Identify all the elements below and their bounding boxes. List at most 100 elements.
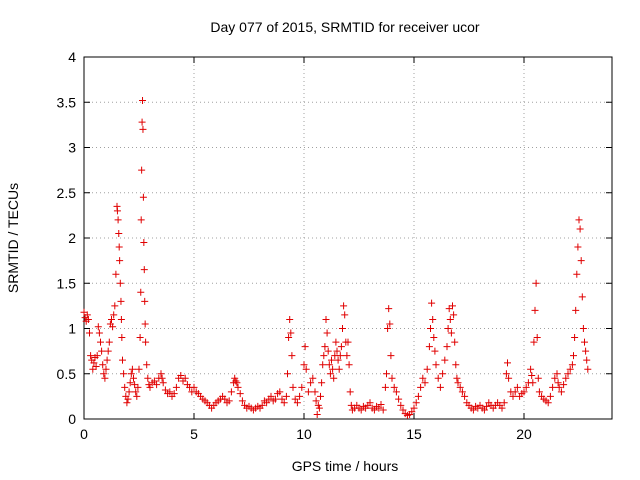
data-point bbox=[113, 207, 121, 215]
data-point bbox=[549, 383, 557, 391]
data-point bbox=[505, 374, 513, 382]
data-point bbox=[159, 379, 167, 387]
data-point bbox=[553, 370, 561, 378]
data-point bbox=[337, 343, 345, 351]
data-point bbox=[309, 374, 317, 382]
data-point bbox=[133, 392, 141, 400]
data-point bbox=[387, 352, 395, 360]
data-point bbox=[450, 311, 458, 319]
data-point bbox=[300, 361, 308, 369]
data-point bbox=[108, 315, 115, 323]
data-point bbox=[321, 343, 329, 351]
data-point bbox=[429, 315, 437, 323]
data-point bbox=[388, 374, 396, 382]
data-point bbox=[535, 388, 543, 396]
data-point bbox=[166, 388, 174, 396]
data-point bbox=[336, 352, 344, 360]
data-point bbox=[304, 388, 312, 396]
data-point bbox=[101, 374, 109, 382]
data-point bbox=[83, 311, 91, 319]
data-point bbox=[428, 299, 436, 307]
data-point bbox=[125, 388, 133, 396]
data-point bbox=[124, 395, 132, 403]
data-point bbox=[141, 320, 149, 328]
data-point bbox=[578, 293, 586, 301]
data-point bbox=[532, 279, 540, 287]
data-point bbox=[288, 352, 296, 360]
data-point bbox=[102, 365, 110, 373]
data-point bbox=[221, 395, 229, 403]
chart-title: Day 077 of 2015, SRMTID for receiver uco… bbox=[210, 19, 480, 35]
data-point bbox=[84, 315, 92, 323]
data-point bbox=[285, 334, 293, 342]
data-point bbox=[511, 388, 519, 396]
data-point bbox=[557, 388, 565, 396]
data-point bbox=[341, 311, 349, 319]
y-tick-label: 3 bbox=[68, 140, 76, 156]
data-point bbox=[139, 193, 147, 201]
data-point bbox=[138, 166, 146, 174]
data-point bbox=[330, 374, 338, 382]
data-point bbox=[286, 315, 294, 323]
data-point bbox=[115, 229, 123, 237]
data-point bbox=[278, 395, 286, 403]
data-point bbox=[128, 365, 136, 373]
data-point bbox=[340, 302, 348, 310]
data-point bbox=[571, 334, 579, 342]
data-point bbox=[301, 343, 309, 351]
data-point bbox=[577, 257, 585, 265]
data-point bbox=[562, 374, 570, 382]
data-point bbox=[446, 315, 454, 323]
data-point bbox=[95, 329, 103, 337]
data-point bbox=[554, 379, 562, 387]
data-point bbox=[566, 365, 574, 373]
data-point bbox=[94, 323, 102, 331]
data-point bbox=[161, 386, 169, 394]
data-point bbox=[143, 361, 151, 369]
data-point bbox=[377, 401, 385, 409]
data-point bbox=[383, 370, 390, 378]
data-point bbox=[137, 216, 145, 224]
data-point bbox=[431, 347, 439, 355]
data-point bbox=[287, 329, 295, 337]
data-point bbox=[181, 374, 189, 382]
data-point bbox=[345, 361, 353, 369]
data-point bbox=[157, 370, 165, 378]
x-tick-label: 15 bbox=[406, 426, 422, 442]
data-point bbox=[119, 356, 126, 364]
data-point bbox=[328, 356, 335, 364]
data-point bbox=[574, 243, 582, 251]
data-point bbox=[370, 406, 378, 414]
data-point bbox=[419, 374, 427, 382]
gridlines bbox=[84, 57, 612, 419]
data-point bbox=[289, 383, 297, 391]
data-point bbox=[421, 379, 429, 387]
data-point bbox=[583, 356, 591, 364]
data-point bbox=[142, 338, 150, 346]
data-point bbox=[385, 305, 393, 313]
data-point bbox=[120, 370, 128, 378]
data-point bbox=[384, 325, 392, 332]
data-point bbox=[334, 356, 342, 364]
data-point bbox=[280, 399, 288, 407]
data-point bbox=[146, 383, 154, 391]
data-point bbox=[456, 383, 464, 391]
data-point bbox=[410, 404, 418, 412]
data-point bbox=[480, 406, 488, 414]
data-point bbox=[323, 329, 331, 337]
data-point bbox=[172, 383, 180, 391]
data-point bbox=[430, 334, 438, 342]
data-point bbox=[267, 392, 275, 400]
data-point bbox=[144, 374, 152, 382]
data-point bbox=[232, 377, 240, 385]
data-point bbox=[332, 338, 340, 346]
data-point bbox=[177, 372, 185, 380]
data-point bbox=[190, 383, 198, 391]
y-tick-label: 0 bbox=[68, 411, 76, 427]
y-tick-label: 2 bbox=[68, 230, 76, 246]
data-point bbox=[291, 395, 299, 403]
data-point bbox=[134, 383, 142, 391]
data-point bbox=[530, 338, 538, 346]
data-point bbox=[458, 388, 466, 396]
data-point bbox=[544, 399, 552, 407]
